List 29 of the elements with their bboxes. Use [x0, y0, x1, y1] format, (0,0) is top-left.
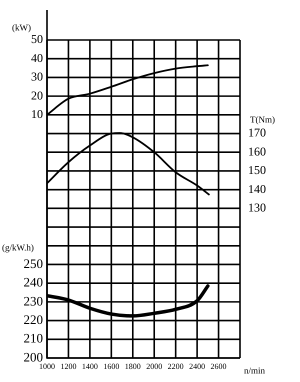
x-tick-label: 1000: [39, 362, 55, 372]
x-tick-label: 1800: [124, 362, 141, 372]
y3-tick-label: 240: [24, 274, 43, 290]
y2-tick-label: 130: [248, 200, 266, 215]
y-tick-label: 20: [31, 88, 43, 102]
x-tick-label: 1200: [60, 362, 76, 372]
y-axis-title: (kW): [12, 22, 31, 32]
y-tick-label: 50: [31, 32, 43, 46]
y2-tick-label: 150: [248, 163, 266, 178]
x-tick-label: 1600: [103, 362, 120, 372]
y-tick-label: 40: [31, 50, 43, 65]
x-axis-title: n/min: [244, 365, 266, 376]
y3-axis-title: (g/kW.h): [2, 242, 34, 252]
y3-tick-label: 220: [24, 312, 43, 328]
y3-tick-label: 230: [24, 293, 43, 308]
y3-tick-label: 200: [24, 349, 43, 364]
y3-tick-label: 210: [24, 330, 43, 346]
x-tick-label: 2000: [146, 362, 162, 372]
x-tick-label: 2200: [168, 362, 184, 372]
y-tick-label: 10: [31, 106, 43, 121]
y-tick-label: 30: [31, 70, 43, 84]
y3-tick-label: 250: [24, 256, 43, 271]
y2-tick-label: 170: [248, 126, 266, 140]
y2-tick-label: 140: [248, 182, 266, 196]
x-tick-label: 2400: [189, 362, 206, 372]
y2-axis-title: T(Nm): [250, 114, 275, 124]
x-tick-label: 2600: [210, 362, 227, 372]
x-tick-label: 1400: [82, 362, 98, 372]
y2-tick-label: 160: [248, 144, 266, 158]
